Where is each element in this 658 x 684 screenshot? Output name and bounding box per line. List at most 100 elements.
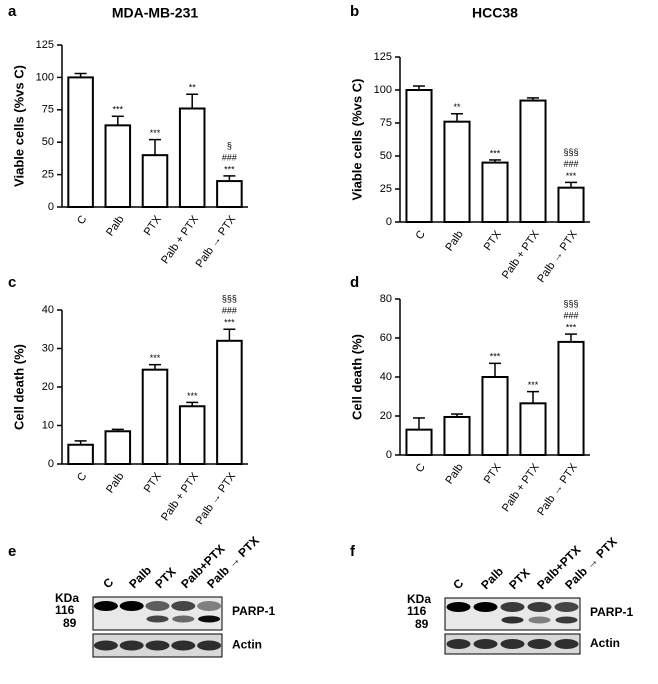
band	[93, 601, 118, 611]
y-tick-label: 50	[42, 136, 54, 148]
y-tick-label: 20	[42, 381, 54, 393]
y-tick-label: 25	[42, 169, 54, 181]
band	[145, 601, 170, 611]
significance-label: ***	[150, 353, 161, 363]
x-tick-label: C	[413, 228, 427, 241]
bar	[557, 340, 585, 456]
significance-label: ***	[187, 391, 198, 401]
bar	[178, 107, 206, 208]
bar	[481, 376, 509, 456]
band	[119, 601, 144, 611]
lane-label: Palb	[478, 564, 506, 592]
significance-label: **	[189, 83, 197, 93]
band	[500, 602, 525, 612]
y-tick-label: 30	[42, 342, 54, 354]
y-axis-label: Cell death (%)	[349, 334, 364, 420]
bar	[104, 124, 132, 208]
band	[171, 601, 196, 611]
x-tick-label: Palb → PTX	[194, 470, 239, 527]
y-tick-label: 75	[42, 104, 54, 116]
panel-letter: c	[8, 274, 16, 291]
chart-title: MDA-MB-231	[112, 5, 199, 21]
bar	[519, 402, 547, 457]
band	[171, 640, 196, 651]
bar	[141, 154, 169, 209]
x-tick-label: Palb → PTX	[535, 461, 580, 518]
y-axis-label: Cell death (%)	[11, 344, 26, 430]
band	[146, 615, 169, 623]
significance-label: ***	[113, 105, 124, 115]
y-tick-label: 75	[380, 117, 392, 129]
x-tick-label: Palb + PTX	[159, 213, 201, 266]
bar	[216, 339, 243, 465]
chart-title: HCC38	[472, 5, 518, 21]
x-tick-label: Palb + PTX	[500, 461, 542, 514]
x-tick-label: Palb → PTX	[535, 228, 580, 285]
protein-label: PARP-1	[590, 605, 633, 619]
significance-label: §	[227, 140, 232, 150]
marker-label: 116	[55, 603, 75, 617]
x-tick-label: C	[413, 461, 427, 474]
protein-label: Actin	[590, 636, 620, 650]
band	[446, 639, 471, 649]
panel-letter: b	[350, 3, 359, 20]
bar	[557, 186, 585, 223]
significance-label: ***	[528, 380, 539, 390]
band	[500, 639, 525, 649]
bar	[104, 430, 132, 465]
x-tick-label: Palb	[443, 229, 465, 254]
x-tick-label: PTX	[142, 470, 164, 495]
panel-letter: d	[350, 274, 359, 291]
significance-label: ###	[563, 310, 578, 320]
y-tick-label: 125	[36, 39, 54, 51]
band	[554, 602, 579, 612]
y-tick-label: 20	[380, 410, 392, 422]
significance-label: §§§	[563, 298, 578, 308]
bar	[519, 99, 547, 223]
bar	[481, 161, 509, 224]
bar	[443, 120, 471, 223]
lane-label: C	[450, 576, 466, 592]
significance-label: ***	[490, 352, 501, 362]
significance-label: ###	[563, 159, 578, 169]
band	[197, 601, 222, 611]
band	[555, 616, 578, 624]
y-tick-label: 0	[386, 216, 392, 228]
significance-label: ###	[222, 306, 237, 316]
y-tick-label: 25	[380, 183, 392, 195]
x-tick-label: Palb	[104, 214, 126, 239]
y-tick-label: 40	[380, 371, 392, 383]
bar	[216, 180, 243, 209]
x-tick-label: PTX	[142, 213, 164, 238]
band	[527, 639, 552, 649]
x-tick-label: C	[75, 470, 89, 483]
x-tick-label: PTX	[482, 461, 504, 486]
protein-label: Actin	[232, 638, 262, 652]
y-tick-label: 10	[42, 419, 54, 431]
significance-label: ***	[566, 171, 577, 181]
x-tick-label: PTX	[482, 228, 504, 253]
band	[198, 615, 221, 623]
significance-label: ###	[222, 152, 237, 162]
band	[119, 640, 144, 651]
y-tick-label: 40	[42, 304, 54, 316]
significance-label: ***	[224, 318, 235, 328]
y-axis-label: Viable cells (%vs C)	[349, 79, 364, 201]
marker-label: 89	[415, 617, 429, 631]
x-tick-label: Palb → PTX	[194, 213, 239, 270]
lane-label: Palb	[126, 563, 154, 591]
bar	[178, 405, 206, 465]
bar	[443, 415, 471, 457]
panel-letter: f	[350, 543, 356, 560]
x-tick-label: Palb + PTX	[159, 470, 201, 523]
y-tick-label: 0	[386, 449, 392, 461]
panel-letter: e	[8, 543, 16, 560]
significance-label: **	[453, 102, 461, 112]
band	[528, 616, 551, 624]
x-tick-label: Palb	[443, 462, 465, 487]
y-tick-label: 125	[374, 51, 392, 63]
lane-label: C	[100, 575, 116, 591]
y-tick-label: 0	[48, 458, 54, 470]
band	[554, 639, 579, 649]
